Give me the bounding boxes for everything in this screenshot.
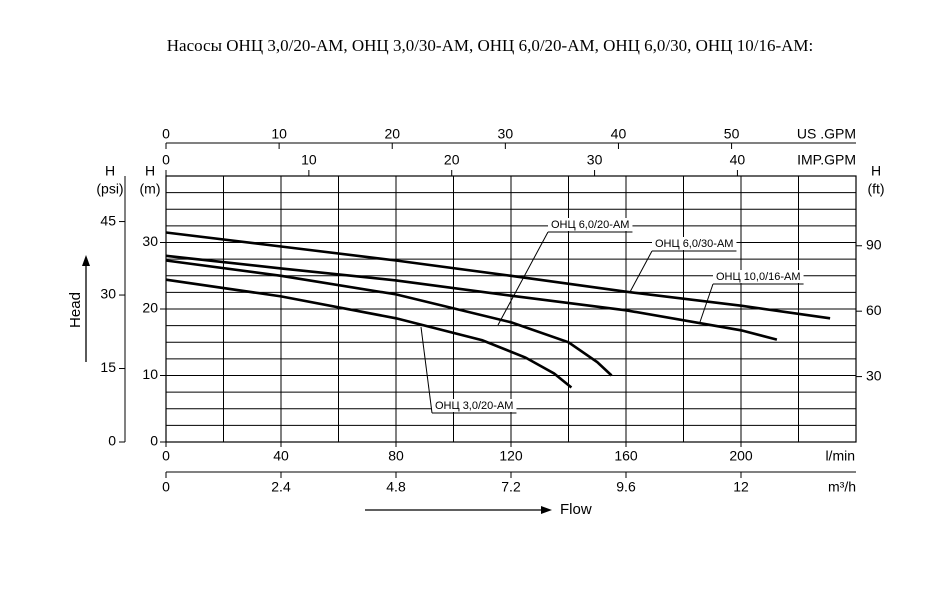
axis-tick-label: 0: [162, 479, 170, 495]
x-tick-label: 120: [499, 448, 523, 464]
axis-tick-label: 45: [100, 212, 116, 228]
axis-unit: US .GPM: [797, 126, 856, 142]
series-line: [165, 254, 778, 341]
axis-name: H: [105, 163, 115, 179]
axis-tick-label: 60: [866, 302, 882, 318]
axis-tick-label: 40: [611, 126, 627, 142]
axis-tick-label: 2.4: [271, 479, 291, 495]
axis-tick-label: 20: [444, 152, 460, 168]
axis-tick-label: 10: [301, 152, 317, 168]
axis-unit: m³/h: [828, 479, 856, 495]
axis-unit: (ft): [867, 181, 884, 197]
x-tick-label: 160: [614, 448, 638, 464]
series-label-bg: [548, 218, 633, 231]
axis-tick-label: 10: [271, 126, 287, 142]
axis-tick-label: 9.6: [616, 479, 636, 495]
axis-tick-label: 0: [162, 152, 170, 168]
series-line: [165, 259, 613, 377]
axis-tick-label: 90: [866, 236, 882, 252]
y-tick-label: 0: [150, 433, 158, 449]
leader-line: [497, 231, 549, 326]
axis-tick-label: 40: [730, 152, 746, 168]
x-unit: l/min: [825, 448, 855, 464]
x-tick-label: 80: [388, 448, 404, 464]
axis-tick-label: 30: [866, 367, 882, 383]
leader-line: [629, 250, 653, 293]
axis-tick-label: 0: [108, 433, 116, 449]
series-label-bg: [713, 270, 804, 283]
axis-name: H: [871, 163, 881, 179]
y-tick-label: 20: [142, 300, 158, 316]
plot-frame: [165, 175, 857, 443]
y-name: H: [145, 163, 155, 179]
axis-tick-label: 50: [724, 126, 740, 142]
leader-line: [420, 326, 433, 414]
head-arrow-head: [82, 255, 90, 266]
series-line: [165, 278, 573, 389]
flow-arrow-head: [541, 506, 552, 514]
axis-tick-label: 12: [733, 479, 749, 495]
series-label-bg: [652, 237, 737, 250]
axis-tick-label: 7.2: [501, 479, 521, 495]
y-tick-label: 30: [142, 233, 158, 249]
series-line: [165, 231, 831, 320]
chart-title: Насосы ОНЦ 3,0/20-АМ, ОНЦ 3,0/30-АМ, ОНЦ…: [167, 36, 813, 55]
axis-tick-label: 15: [100, 359, 116, 375]
y-axis-title: Head: [67, 292, 84, 328]
axis-tick-label: 0: [162, 126, 170, 142]
y-unit: (m): [140, 181, 161, 197]
y-tick-label: 10: [142, 366, 158, 382]
series-label-bg: [432, 399, 517, 412]
axis-tick-label: 4.8: [386, 479, 406, 495]
axis-tick-label: 30: [100, 286, 116, 302]
series-label: ОНЦ 6,0/30-АМ: [655, 238, 733, 250]
x-tick-label: 40: [273, 448, 289, 464]
axis-unit: (psi): [96, 181, 123, 197]
series-label: ОНЦ 6,0/20-АМ: [551, 219, 629, 231]
axis-tick-label: 30: [498, 126, 514, 142]
series-label: ОНЦ 3,0/20-АМ: [435, 400, 513, 412]
axis-unit: IMP.GPM: [797, 152, 856, 168]
x-tick-label: 200: [729, 448, 753, 464]
axis-tick-label: 30: [587, 152, 603, 168]
x-tick-label: 0: [162, 448, 170, 464]
leader-line: [699, 283, 714, 323]
axis-tick-label: 20: [384, 126, 400, 142]
x-axis-title: Flow: [560, 501, 592, 518]
series-label: ОНЦ 10,0/16-АМ: [716, 271, 801, 283]
